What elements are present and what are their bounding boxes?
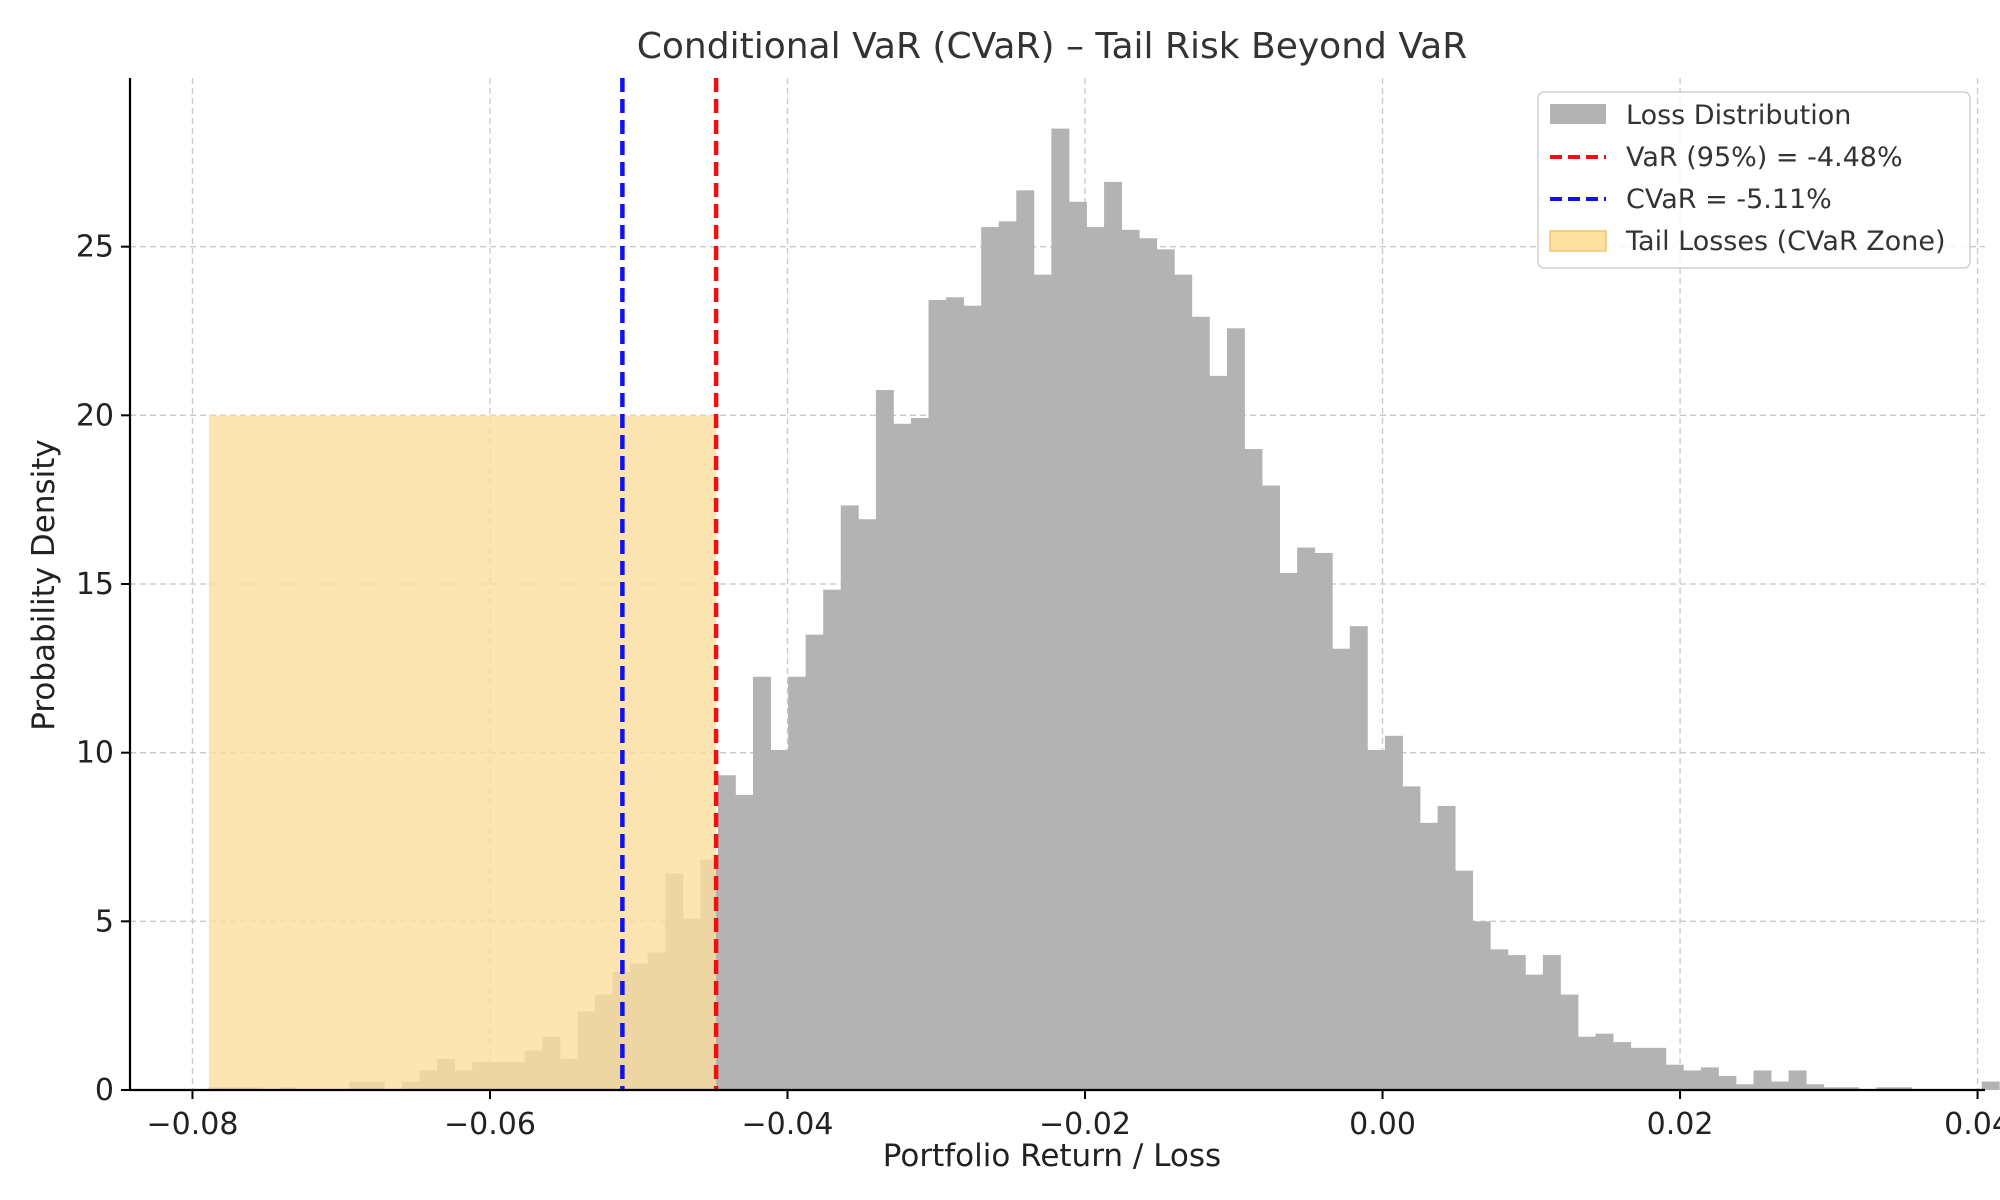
histogram-bar [1086,227,1105,1091]
histogram-bar [1262,485,1280,1090]
legend-label-var: VaR (95%) = -4.48% [1626,142,1903,173]
histogram-bar [1893,1087,1912,1090]
histogram-bar [1455,870,1474,1090]
histogram-bar [1753,1070,1772,1090]
histogram-bar [717,775,736,1090]
histogram-bar [1578,1036,1596,1090]
y-tick-label: 5 [95,904,114,939]
histogram-bar [1735,1084,1754,1090]
legend-box [1537,91,1971,269]
histogram-bar [1016,190,1035,1090]
y-tick-label: 10 [76,736,114,771]
histogram-bar [1981,1081,2000,1090]
histogram-bar [1648,1047,1667,1090]
histogram-bar [1332,648,1351,1090]
histogram-bar [1876,1087,1895,1090]
histogram-bar [1349,626,1368,1090]
y-axis-label: Probability Density [26,439,62,731]
histogram-bar [1665,1064,1684,1090]
histogram-bar [1384,735,1403,1090]
legend-label-tail-zone: Tail Losses (CVaR Zone) [1625,226,1946,257]
histogram-bar [1630,1047,1649,1090]
histogram-bar [1542,955,1561,1090]
tick-labels: −0.08 −0.06 −0.04 −0.02 0.00 0.02 0.04 0 5 10 15 20… [76,230,2000,1142]
histogram-bar [1613,1042,1632,1090]
histogram-bar [946,297,965,1090]
histogram-bar [981,227,1000,1091]
histogram-bar [1823,1087,1842,1090]
histogram-bar [1104,181,1123,1090]
x-tick-label: 0.00 [1349,1107,1416,1142]
x-tick-label: −0.06 [444,1107,536,1142]
histogram-bar [928,299,947,1090]
histogram-bar [1174,274,1193,1090]
histogram-bar [1244,449,1263,1091]
histogram-bar [1209,375,1228,1090]
histogram-bar [910,418,929,1091]
x-tick-label: 0.04 [1944,1107,2000,1142]
histogram-bar [788,676,807,1090]
tail-zone-area [208,415,717,1090]
histogram-bar [1402,786,1421,1090]
axes [121,78,1985,1099]
histogram-bar [875,390,894,1090]
histogram-bar [770,749,789,1090]
histogram-bar [1560,994,1579,1090]
histogram-bar [1490,949,1509,1090]
histogram-bar [1788,1070,1807,1090]
histogram-bar [893,423,912,1090]
histogram-bar [1420,822,1438,1090]
histogram-bar [963,305,982,1090]
x-tick-label: 0.02 [1647,1107,1714,1142]
histogram-bar [1051,128,1070,1091]
y-tick-label: 20 [76,398,114,433]
histogram-bar [1226,328,1245,1090]
histogram-bar [1314,552,1333,1090]
histogram-bar [1683,1070,1702,1090]
legend-swatch-tail-zone [1549,230,1607,252]
histogram-bar [1068,201,1087,1090]
x-tick-label: −0.08 [147,1107,239,1142]
legend-swatch-loss-distribution [1550,104,1606,124]
histogram-bar [998,221,1017,1090]
histogram-bars [208,128,2000,1091]
histogram-bar [1121,229,1140,1091]
histogram-bar [840,505,859,1090]
histogram-bar [752,676,771,1090]
histogram-bar [1507,955,1526,1090]
histogram-bar [805,634,824,1090]
histogram-bar [1718,1075,1737,1090]
histogram-bar [1367,749,1386,1090]
histogram-bar [1700,1067,1719,1090]
chart-title: Conditional VaR (CVaR) – Tail Risk Beyon… [637,26,1467,67]
legend: Loss Distribution VaR (95%) = -4.48% CVa… [1537,91,1971,269]
histogram-bar [1139,238,1158,1090]
histogram-bar [1771,1081,1790,1090]
y-tick-label: 15 [76,567,114,602]
reference-lines [620,78,719,1090]
histogram-bar [1472,921,1491,1090]
histogram-bar [1279,572,1298,1090]
x-tick-label: −0.02 [1039,1107,1131,1142]
x-axis-label: Portfolio Return / Loss [883,1138,1221,1174]
histogram-bar [1437,805,1456,1090]
histogram-bar [1033,274,1052,1090]
histogram-bar [1525,974,1544,1090]
tail-zone-layer [208,415,717,1090]
histogram-bar [1297,547,1316,1090]
y-tick-label: 25 [76,230,114,265]
histogram-bar [1191,316,1210,1090]
histogram-bar [1156,249,1175,1090]
histogram-bar [1806,1084,1825,1090]
x-tick-label: −0.04 [742,1107,834,1142]
legend-label-loss-distribution: Loss Distribution [1626,100,1851,131]
y-tick-label: 0 [95,1073,114,1108]
legend-label-cvar: CVaR = -5.11% [1626,184,1832,215]
histogram-bar [1841,1087,1860,1090]
histogram-bar [823,589,842,1090]
histogram-bar [1595,1033,1614,1090]
histogram-bar [858,519,877,1090]
histogram-bar [735,794,754,1090]
